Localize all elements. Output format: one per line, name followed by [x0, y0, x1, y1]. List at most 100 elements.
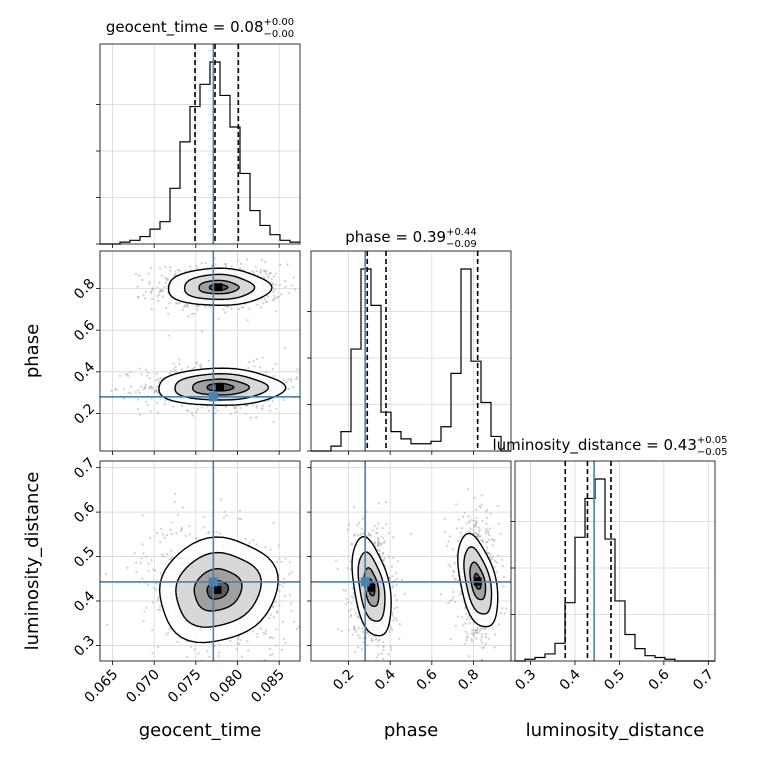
sample-point: [471, 629, 474, 632]
sample-point: [340, 630, 344, 633]
sample-point: [271, 605, 274, 608]
sample-point: [218, 643, 221, 646]
sample-point: [244, 537, 248, 540]
sample-point: [157, 378, 160, 381]
sample-point: [157, 608, 160, 612]
sample-point: [484, 636, 488, 639]
sample-point: [357, 521, 360, 525]
sample-point: [224, 265, 228, 268]
sample-point: [289, 602, 293, 605]
sample-point: [110, 389, 113, 392]
sample-point: [362, 532, 365, 535]
sample-point: [223, 510, 226, 513]
sample-point: [272, 521, 275, 525]
sample-point: [391, 614, 394, 617]
sample-point: [491, 537, 494, 541]
sample-point: [195, 410, 198, 413]
sample-point: [265, 300, 268, 303]
sample-point: [346, 567, 349, 570]
sample-point: [274, 283, 278, 286]
sample-point: [480, 503, 483, 506]
sample-point: [251, 269, 254, 273]
sample-point: [264, 370, 268, 373]
sample-point: [233, 407, 236, 410]
sample-point: [174, 492, 177, 495]
sample-point: [380, 555, 383, 558]
sample-point: [201, 406, 204, 409]
sample-point: [157, 645, 160, 649]
sample-point: [489, 553, 493, 556]
sample-point: [180, 528, 183, 531]
sample-point: [144, 290, 147, 293]
sample-point: [488, 534, 491, 537]
sample-point: [278, 283, 282, 287]
sample-point: [129, 392, 132, 395]
sample-point: [259, 270, 262, 273]
sample-point: [467, 515, 470, 518]
sample-point: [371, 677, 373, 679]
sample-point: [105, 572, 108, 576]
sample-point: [496, 504, 499, 508]
sample-point: [291, 284, 294, 287]
sample-point: [495, 689, 497, 691]
sample-point: [151, 387, 154, 390]
sample-point: [133, 551, 136, 555]
hist-panel-phase: [307, 250, 512, 452]
sample-point: [465, 522, 468, 525]
sample-point: [296, 368, 299, 371]
sample-point: [474, 522, 477, 526]
sample-point: [195, 264, 198, 268]
density-peak: [213, 585, 222, 594]
sample-point: [166, 553, 169, 556]
sample-point: [256, 632, 259, 635]
sample-point: [210, 264, 213, 268]
sample-point: [361, 630, 365, 634]
sample-point: [470, 640, 474, 643]
sample-point: [274, 600, 277, 603]
sample-point: [187, 409, 190, 412]
sample-point: [150, 267, 153, 270]
sample-point: [264, 546, 267, 549]
sample-point: [261, 259, 264, 262]
sample-point: [259, 268, 262, 271]
y-axis-label-phase: phase: [22, 324, 43, 378]
sample-point: [275, 628, 278, 631]
y-tick-label: 0.4: [71, 359, 98, 386]
sample-point: [307, 394, 309, 396]
sample-point: [163, 536, 166, 540]
sample-point: [499, 532, 502, 536]
sample-point: [154, 569, 157, 572]
sample-point: [197, 652, 200, 655]
sample-point: [382, 641, 385, 644]
sample-point: [489, 512, 492, 515]
sample-point: [136, 296, 139, 299]
sample-point: [187, 366, 190, 369]
sample-point: [147, 562, 150, 565]
sample-point: [188, 525, 191, 528]
sample-point: [257, 274, 260, 277]
sample-point: [172, 662, 174, 664]
sample-point: [262, 632, 265, 635]
sample-point: [249, 416, 253, 419]
sample-point: [149, 536, 152, 540]
sample-point: [494, 559, 497, 563]
sample-point: [272, 275, 275, 278]
sample-point: [184, 534, 187, 537]
sample-point: [447, 540, 450, 543]
sample-point: [278, 557, 281, 560]
sample-point: [480, 641, 483, 645]
sample-point: [501, 607, 504, 610]
sample-point: [145, 374, 148, 377]
sample-point: [382, 541, 385, 545]
sample-point: [403, 592, 406, 596]
sample-point: [480, 494, 483, 497]
sample-point: [279, 263, 282, 266]
sample-point: [467, 615, 470, 618]
sample-point: [155, 372, 158, 375]
sample-point: [288, 561, 291, 564]
sample-point: [347, 629, 350, 632]
sample-point: [158, 293, 161, 296]
sample-point: [497, 554, 500, 557]
sample-point: [276, 610, 279, 613]
title-geocent_time: geocent_time = 0.08+0.00−0.00: [106, 17, 294, 40]
